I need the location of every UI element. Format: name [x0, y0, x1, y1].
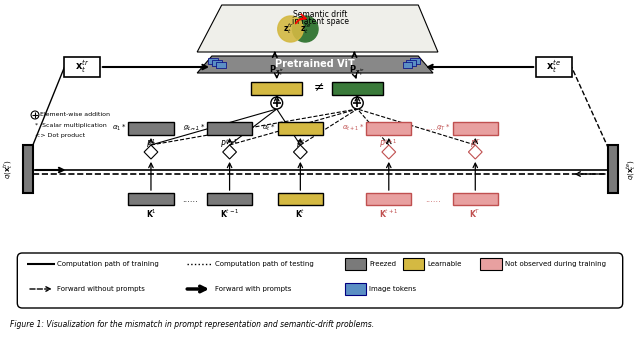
Circle shape: [292, 16, 318, 42]
Text: $\mathbf{K}^1$: $\mathbf{K}^1$: [145, 208, 156, 220]
Text: $\neq$: $\neq$: [311, 81, 325, 94]
Bar: [344, 283, 366, 295]
Text: Learnable: Learnable: [427, 261, 461, 267]
Bar: [480, 258, 502, 270]
Bar: [207, 193, 252, 205]
Text: ......: ......: [425, 123, 441, 132]
Text: $\alpha_1*$: $\alpha_1*$: [112, 123, 126, 133]
Text: $P^T$: $P^T$: [470, 138, 481, 150]
Text: $\alpha_{t-1}*$: $\alpha_{t-1}*$: [182, 123, 205, 133]
Text: ......: ......: [425, 195, 441, 203]
Text: $q(\mathbf{x}_t^{te})$: $q(\mathbf{x}_t^{te})$: [625, 158, 638, 180]
Bar: [403, 62, 412, 68]
Bar: [129, 122, 173, 135]
Bar: [403, 258, 424, 270]
Text: $\mathbf{z}_t^{tr}$: $\mathbf{z}_t^{tr}$: [283, 22, 294, 37]
Text: Forward without prompts: Forward without prompts: [56, 286, 145, 292]
Text: $\mathbf{x}_t^{te}$: $\mathbf{x}_t^{te}$: [547, 58, 561, 75]
Text: Freezed: Freezed: [369, 261, 396, 267]
Text: Pretrained ViT: Pretrained ViT: [275, 59, 355, 69]
Text: Element-wise addition: Element-wise addition: [40, 113, 110, 118]
Bar: [452, 193, 498, 205]
Text: $\mathbf{P}_{\mathbf{x}_t^{te}}$: $\mathbf{P}_{\mathbf{x}_t^{te}}$: [349, 64, 365, 78]
Circle shape: [278, 16, 303, 42]
Bar: [252, 82, 302, 95]
Text: $\mathbf{z}_t^{te}$: $\mathbf{z}_t^{te}$: [300, 22, 312, 37]
Text: $\mathbf{K}^{t-1}$: $\mathbf{K}^{t-1}$: [220, 208, 239, 220]
Text: Not observed during training: Not observed during training: [505, 261, 605, 267]
Bar: [406, 60, 416, 66]
Text: $\alpha_{t+1}*$: $\alpha_{t+1}*$: [342, 123, 364, 133]
Bar: [65, 57, 100, 77]
Text: ......: ......: [182, 195, 198, 203]
Bar: [216, 62, 226, 68]
Bar: [278, 193, 323, 205]
Text: $P^t$: $P^t$: [296, 138, 305, 150]
Circle shape: [271, 97, 283, 109]
Polygon shape: [223, 145, 236, 159]
Circle shape: [31, 111, 39, 119]
Text: $\alpha_T*$: $\alpha_T*$: [436, 123, 451, 133]
Text: Semantic drift: Semantic drift: [293, 10, 347, 19]
Bar: [129, 193, 173, 205]
Text: <> Dot product: <> Dot product: [35, 132, 85, 137]
Text: Figure 1: Visualization for the mismatch in prompt representation and semantic-d: Figure 1: Visualization for the mismatch…: [10, 320, 374, 329]
Text: $\mathbf{K}^t$: $\mathbf{K}^t$: [295, 208, 305, 220]
Circle shape: [351, 97, 364, 109]
Text: $\alpha_t*$: $\alpha_t*$: [262, 123, 276, 133]
Polygon shape: [144, 145, 158, 159]
Text: $P^1$: $P^1$: [146, 138, 156, 150]
Bar: [212, 60, 221, 66]
Text: $\mathbf{P}_{\mathbf{x}_t^{tr}}$: $\mathbf{P}_{\mathbf{x}_t^{tr}}$: [269, 64, 285, 78]
Bar: [344, 258, 366, 270]
Bar: [452, 122, 498, 135]
Text: $P^{t+1}$: $P^{t+1}$: [380, 138, 398, 150]
Text: $q(\mathbf{x}_t^{tr})$: $q(\mathbf{x}_t^{tr})$: [2, 159, 15, 179]
Bar: [207, 122, 252, 135]
FancyBboxPatch shape: [17, 253, 623, 308]
Text: in latent space: in latent space: [291, 17, 349, 26]
Bar: [366, 122, 412, 135]
Polygon shape: [197, 5, 438, 52]
Text: $\mathbf{x}_t^{tr}$: $\mathbf{x}_t^{tr}$: [75, 58, 89, 75]
Text: $P^{t-1}$: $P^{t-1}$: [220, 138, 239, 150]
Text: Computation path of testing: Computation path of testing: [215, 261, 314, 267]
Polygon shape: [294, 145, 307, 159]
Polygon shape: [197, 56, 433, 73]
Bar: [278, 122, 323, 135]
Bar: [410, 58, 420, 64]
Text: Image tokens: Image tokens: [369, 286, 416, 292]
Text: $\mathbf{K}^{t+1}$: $\mathbf{K}^{t+1}$: [379, 208, 399, 220]
Text: $\mathbf{K}^T$: $\mathbf{K}^T$: [470, 208, 481, 220]
Bar: [366, 193, 412, 205]
Bar: [23, 145, 33, 193]
Text: ......: ......: [182, 123, 198, 132]
Bar: [208, 58, 218, 64]
Polygon shape: [382, 145, 396, 159]
Bar: [332, 82, 383, 95]
Text: *  Scalar multiplication: * Scalar multiplication: [35, 122, 107, 128]
Bar: [608, 145, 618, 193]
Polygon shape: [468, 145, 482, 159]
Bar: [536, 57, 572, 77]
Text: Computation path of training: Computation path of training: [56, 261, 158, 267]
Text: Forward with prompts: Forward with prompts: [215, 286, 291, 292]
